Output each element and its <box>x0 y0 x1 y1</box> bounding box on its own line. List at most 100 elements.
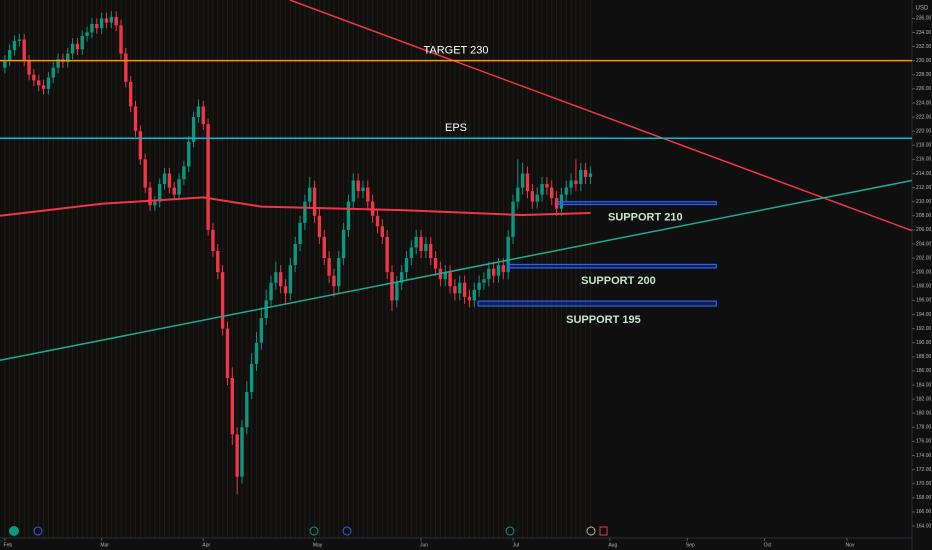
candle-body <box>443 272 447 280</box>
candle-body <box>254 342 259 364</box>
candle-body <box>506 236 510 273</box>
session-stripe <box>454 0 456 538</box>
candle-body <box>201 106 205 125</box>
session-stripe <box>347 0 349 538</box>
session-stripe <box>178 0 180 538</box>
session-stripe <box>396 0 398 538</box>
candle-body <box>138 131 143 160</box>
session-stripe <box>164 0 166 538</box>
session-stripe <box>101 0 103 538</box>
session-stripe <box>420 0 422 538</box>
event-icon <box>586 526 596 536</box>
session-stripe <box>468 0 470 538</box>
candle-body <box>530 191 535 202</box>
candle-body <box>482 279 486 283</box>
candle-body <box>583 169 588 177</box>
candle-body <box>448 272 452 287</box>
session-stripe <box>226 0 228 538</box>
candle-body <box>525 173 530 192</box>
session-stripe <box>67 0 69 538</box>
moving-average <box>0 196 591 217</box>
candle-body <box>380 226 385 237</box>
event-icon <box>33 526 43 536</box>
session-stripe <box>376 0 378 538</box>
candle-body <box>346 201 351 230</box>
session-stripe <box>265 0 267 538</box>
y-tick-label: 164.00 <box>916 523 932 529</box>
candle-body <box>433 258 438 269</box>
candle-body <box>274 272 278 283</box>
zone-label: SUPPORT 195 <box>566 314 641 326</box>
session-stripe <box>580 0 582 538</box>
candle-body <box>109 16 114 23</box>
y-tick-label: 202.00 <box>916 255 932 261</box>
y-tick-label: 196.00 <box>916 298 932 304</box>
candle-body <box>75 43 80 50</box>
session-stripe <box>120 0 122 538</box>
session-stripe <box>23 0 25 538</box>
y-tick-label: 172.00 <box>916 467 932 473</box>
candle-body <box>279 272 283 287</box>
candle-body <box>225 328 230 378</box>
session-stripe <box>270 0 272 538</box>
candle-body <box>90 23 94 33</box>
session-stripe <box>551 0 553 538</box>
candle-body <box>37 80 41 86</box>
candle-body <box>41 85 46 89</box>
event-icon <box>599 526 608 536</box>
candle-body <box>128 81 133 107</box>
session-stripe <box>202 0 204 538</box>
y-tick-label: 198.00 <box>916 284 932 290</box>
session-stripe <box>139 0 141 538</box>
candle-body <box>366 187 370 202</box>
y-tick-label: 212.00 <box>916 185 932 191</box>
y-tick-label: 220.00 <box>916 128 932 134</box>
session-stripe <box>522 0 524 538</box>
candle-body <box>211 229 215 252</box>
candle-body <box>80 35 84 50</box>
candle-body <box>540 184 544 195</box>
candle-body <box>206 124 210 230</box>
candle-body <box>70 43 75 54</box>
candle-body <box>487 268 491 280</box>
candle-body <box>148 187 152 206</box>
y-tick-label: 218.00 <box>916 143 932 149</box>
session-stripe <box>33 0 35 538</box>
session-stripe <box>28 0 30 538</box>
session-stripe <box>318 0 320 538</box>
candle-body <box>124 53 128 82</box>
candle-body <box>119 25 123 54</box>
candle-body <box>269 282 273 301</box>
candle-body <box>375 215 380 227</box>
session-stripe <box>43 0 45 538</box>
session-stripe <box>188 0 190 538</box>
candle-body <box>12 40 17 51</box>
candle-body <box>491 268 496 276</box>
candle-body <box>167 173 172 188</box>
x-tick-label: Jul <box>513 542 519 548</box>
session-stripe <box>246 0 248 538</box>
session-stripe <box>575 0 577 538</box>
candle-body <box>399 272 404 283</box>
candle-body <box>17 39 22 41</box>
x-tick-label: Apr <box>202 542 210 548</box>
event-icon <box>309 526 319 536</box>
session-stripe <box>241 0 243 538</box>
candle-body <box>550 187 554 199</box>
candle-body <box>511 201 515 237</box>
support-zone <box>477 300 717 307</box>
session-stripe <box>115 0 117 538</box>
session-stripe <box>4 0 6 538</box>
candle-body <box>467 296 472 301</box>
session-stripe <box>585 0 587 538</box>
candle-body <box>574 180 578 185</box>
x-tick-label: Jun <box>420 542 428 548</box>
y-tick-label: 234.00 <box>916 30 932 36</box>
candle-body <box>172 187 176 195</box>
session-stripe <box>86 0 88 538</box>
session-stripe <box>135 0 137 538</box>
candle-body <box>429 243 433 259</box>
candle-body <box>259 318 264 343</box>
candle-body <box>99 18 104 29</box>
candle-body <box>312 187 317 216</box>
